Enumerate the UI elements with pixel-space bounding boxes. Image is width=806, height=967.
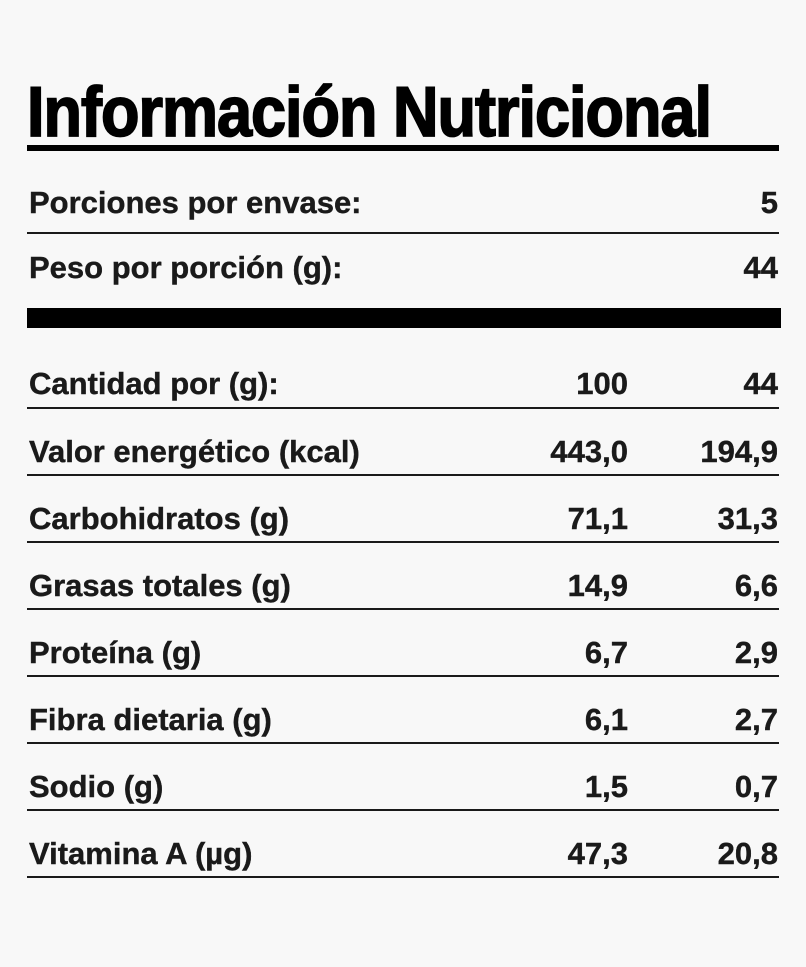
nutrient-per-100: 1,5 [584, 769, 629, 804]
divider [27, 742, 779, 744]
nutrient-per-100: 443,0 [550, 434, 628, 469]
nutrient-label: Carbohidratos (g) [29, 501, 290, 536]
serving-weight-value: 44 [743, 250, 778, 285]
page-title: Información Nutricional [26, 73, 713, 152]
nutrient-per-portion: 194,9 [700, 434, 778, 469]
nutrient-per-portion: 20,8 [717, 836, 778, 871]
divider [27, 541, 779, 543]
nutrient-label: Valor energético (kcal) [29, 434, 360, 469]
servings-per-container-label: Porciones por envase: [29, 185, 362, 220]
nutrient-per-100: 71,1 [567, 501, 628, 536]
divider [27, 608, 779, 610]
header-per-portion: 44 [743, 366, 778, 401]
nutrient-label: Proteína (g) [29, 635, 202, 670]
nutrient-per-portion: 6,6 [734, 568, 779, 603]
nutrient-per-100: 47,3 [567, 836, 628, 871]
servings-per-container-value: 5 [760, 185, 779, 220]
nutrient-per-100: 14,9 [567, 568, 628, 603]
nutrient-per-portion: 2,9 [734, 635, 779, 670]
divider [27, 675, 779, 677]
nutrient-label: Vitamina A (µg) [29, 836, 253, 871]
divider [27, 474, 779, 476]
header-label: Cantidad por (g): [29, 366, 279, 401]
nutrient-label: Grasas totales (g) [29, 568, 291, 603]
serving-weight-label: Peso por porción (g): [29, 250, 343, 285]
divider [27, 407, 779, 409]
divider [27, 809, 779, 811]
nutrient-label: Sodio (g) [29, 769, 164, 804]
divider [27, 232, 779, 234]
thick-divider [27, 308, 781, 328]
nutrient-per-portion: 0,7 [734, 769, 779, 804]
nutrient-label: Fibra dietaria (g) [29, 702, 272, 737]
nutrient-per-100: 6,1 [584, 702, 629, 737]
nutrient-per-portion: 2,7 [734, 702, 779, 737]
nutrient-per-portion: 31,3 [717, 501, 778, 536]
nutrient-per-100: 6,7 [584, 635, 629, 670]
divider [27, 876, 779, 878]
title-underline [27, 145, 779, 151]
header-per-100: 100 [576, 366, 628, 401]
